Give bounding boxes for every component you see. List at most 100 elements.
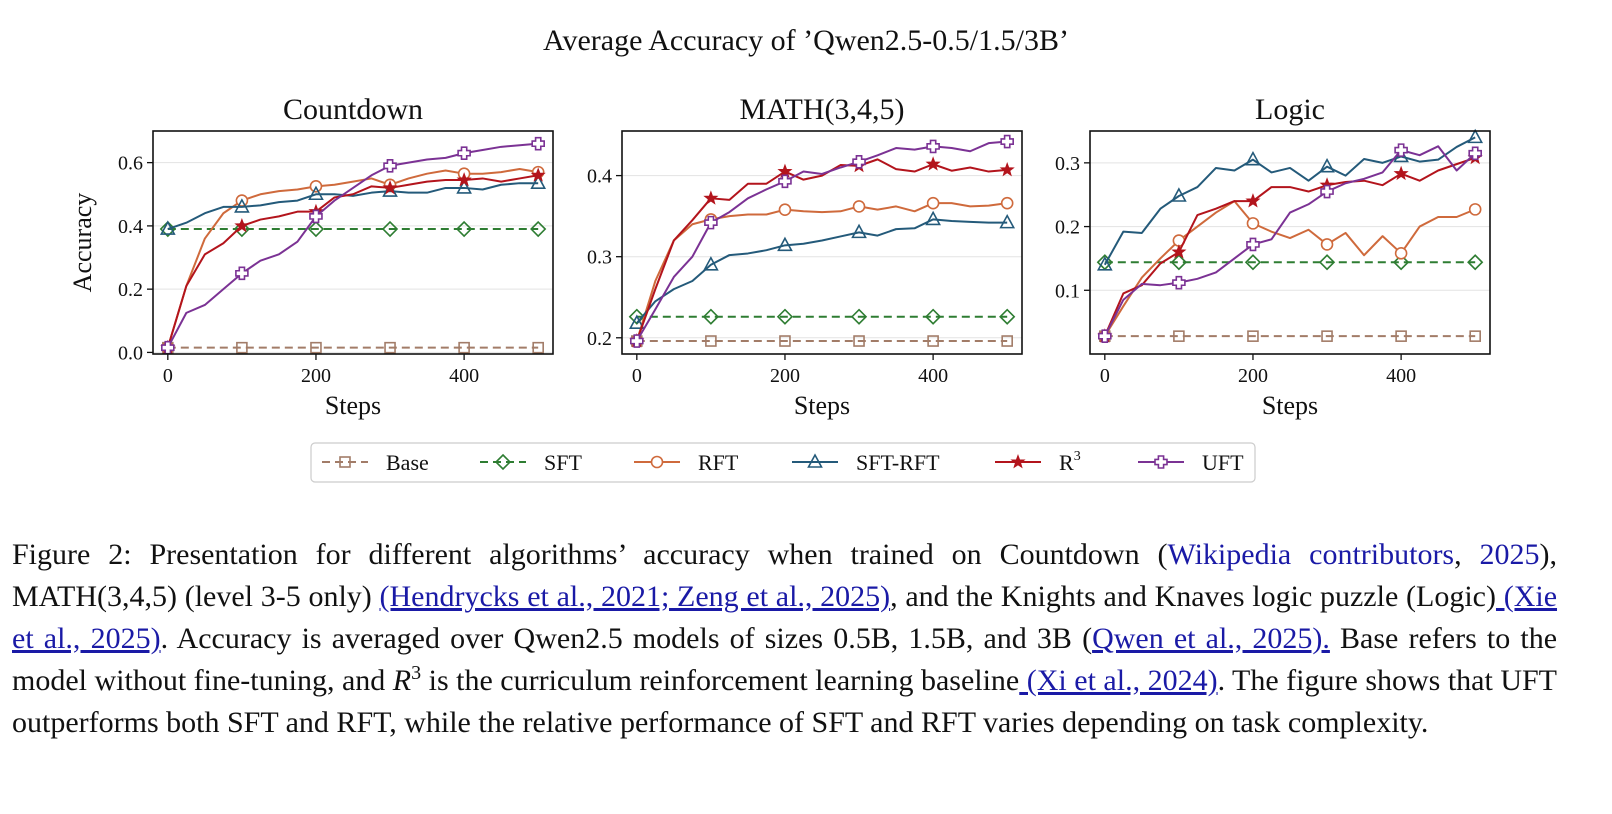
series-line-rft bbox=[635, 202, 1008, 342]
panel-title: Logic bbox=[1255, 93, 1325, 126]
x-tick-label: 0 bbox=[1100, 365, 1110, 387]
series-sft-rft bbox=[628, 210, 1016, 329]
y-tick-label: 0.2 bbox=[1055, 217, 1080, 239]
caption-text-6: is the curriculum reinforcement learning… bbox=[421, 664, 1020, 697]
data-point-r3 bbox=[999, 161, 1015, 177]
data-point-uft bbox=[630, 334, 644, 348]
data-point-sft bbox=[628, 308, 645, 325]
series-rft bbox=[1098, 200, 1482, 343]
data-point-base bbox=[458, 341, 470, 354]
data-point-sft-rft bbox=[1319, 158, 1335, 173]
data-point-base bbox=[1469, 330, 1481, 342]
data-point-uft bbox=[1098, 329, 1112, 343]
data-point-uft bbox=[926, 139, 940, 154]
legend: Base SFT RFT SFT-RFT R3 UFT bbox=[310, 442, 1256, 483]
data-point-sft bbox=[233, 220, 251, 238]
data-point-base bbox=[705, 335, 717, 347]
citation-wikipedia-author[interactable]: Wikipedia contributors bbox=[1167, 538, 1455, 571]
legend-entry-uft: UFT bbox=[1138, 450, 1244, 475]
legend-marker bbox=[807, 453, 823, 468]
legend-frame bbox=[310, 442, 1256, 483]
data-point-base bbox=[1173, 330, 1185, 342]
data-point-rft bbox=[1000, 196, 1014, 210]
series-line-r3 bbox=[1103, 156, 1476, 337]
series-r3 bbox=[1097, 149, 1483, 343]
citation-math[interactable]: (Hendrycks et al., 2021; Zeng et al., 20… bbox=[379, 580, 891, 613]
figure-suptitle: Average Accuracy of ’Qwen2.5-0.5/1.5/3B’ bbox=[543, 24, 1069, 57]
data-point-sft-rft bbox=[159, 220, 176, 235]
data-point-sft-rft bbox=[777, 236, 793, 252]
legend-entry-sft-rft: SFT-RFT bbox=[792, 450, 940, 475]
legend-marker bbox=[1010, 454, 1026, 469]
legend-label: SFT-RFT bbox=[856, 450, 940, 475]
series-base bbox=[1099, 330, 1481, 342]
data-point-r3 bbox=[382, 179, 398, 195]
data-point-base bbox=[779, 335, 791, 347]
series-r3 bbox=[629, 156, 1015, 348]
citation-logic[interactable]: (Xie et al., 2025) bbox=[12, 580, 1558, 655]
data-point-sft bbox=[455, 220, 473, 238]
data-point-r3 bbox=[703, 190, 719, 205]
panel-logic: Logic 0.1 0.2 0.3 0 200 400 Steps bbox=[1055, 93, 1491, 420]
plot-frame bbox=[152, 130, 554, 355]
series-sft-rft bbox=[1096, 128, 1484, 271]
x-tick-label: 400 bbox=[918, 365, 948, 387]
data-point-uft bbox=[457, 146, 471, 160]
figure-caption: Figure 2: Presentation for different alg… bbox=[12, 534, 1557, 744]
series-line-uft bbox=[1103, 145, 1476, 337]
caption-text-4: . Accuracy is averaged over Qwen2.5 mode… bbox=[160, 622, 1093, 655]
citation-xi[interactable]: (Xi et al., 2024) bbox=[1019, 664, 1218, 697]
data-point-sft bbox=[850, 308, 868, 325]
data-point-r3 bbox=[777, 163, 793, 178]
panel-math-3-4-5: MATH(3,4,5) 0.2 0.3 0.4 0 200 400 Steps bbox=[587, 93, 1023, 420]
series-rft bbox=[630, 196, 1014, 348]
data-point-uft bbox=[1468, 146, 1482, 161]
citation-wikipedia-year[interactable]: 2025 bbox=[1479, 538, 1540, 571]
data-point-sft bbox=[1392, 254, 1410, 271]
data-point-rft bbox=[778, 203, 792, 216]
y-tick-label: 0.2 bbox=[587, 328, 612, 350]
data-point-base bbox=[1395, 330, 1407, 342]
data-point-base bbox=[236, 341, 248, 354]
data-point-sft bbox=[776, 308, 794, 325]
data-point-r3 bbox=[530, 167, 546, 182]
y-tick-label: 0.2 bbox=[118, 279, 143, 301]
data-point-rft bbox=[852, 200, 866, 213]
legend-label: UFT bbox=[1202, 450, 1244, 475]
legend-marker bbox=[339, 456, 351, 468]
x-tick-label: 200 bbox=[1238, 365, 1268, 387]
legend-entry-rft: RFT bbox=[634, 450, 739, 475]
plot-frame bbox=[1089, 130, 1491, 355]
data-point-sft-rft bbox=[1467, 128, 1484, 144]
data-point-r3 bbox=[456, 172, 472, 187]
caption-r-superscript: 3 bbox=[411, 662, 422, 684]
legend-label: SFT bbox=[544, 450, 582, 475]
data-point-base bbox=[532, 341, 544, 354]
legend-marker bbox=[650, 455, 664, 469]
series-sft bbox=[628, 308, 1016, 325]
data-point-sft bbox=[381, 220, 399, 238]
data-point-sft-rft bbox=[628, 314, 645, 329]
data-point-sft-rft bbox=[530, 174, 547, 189]
figure: Average Accuracy of ’Qwen2.5-0.5/1.5/3B’… bbox=[68, 24, 1491, 483]
data-point-sft-rft bbox=[234, 198, 250, 213]
caption-sep: , bbox=[1454, 538, 1480, 571]
data-point-sft bbox=[702, 308, 720, 325]
caption-r-symbol: R bbox=[392, 664, 412, 697]
series-line-sft-rft bbox=[1103, 136, 1476, 266]
chart-panels: Countdown 0.0 0.2 0.4 0.6 0 200 400 Steps Accurac… bbox=[68, 93, 1491, 420]
caption-prefix: Figure 2: Presentation for different alg… bbox=[12, 538, 1168, 571]
data-point-sft bbox=[530, 220, 547, 238]
citation-qwen[interactable]: Qwen et al., 2025). bbox=[1092, 622, 1330, 655]
series-line-r3 bbox=[166, 174, 539, 348]
data-point-sft-rft bbox=[456, 179, 472, 194]
x-tick-label: 0 bbox=[163, 365, 173, 387]
series-sft-rft bbox=[159, 174, 547, 235]
data-point-sft bbox=[999, 308, 1016, 325]
data-point-uft bbox=[704, 215, 718, 230]
caption-text-7: . The figure shows that UFT outperforms … bbox=[12, 664, 1558, 739]
data-point-uft bbox=[531, 136, 545, 151]
data-point-uft bbox=[235, 266, 249, 281]
data-point-rft bbox=[1320, 238, 1334, 251]
data-point-rft bbox=[1468, 203, 1482, 216]
